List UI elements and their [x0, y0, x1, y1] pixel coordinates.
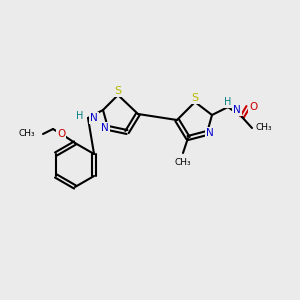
- Text: N: N: [233, 105, 241, 115]
- Text: CH₃: CH₃: [175, 158, 191, 167]
- Text: CH₃: CH₃: [255, 124, 272, 133]
- Text: N: N: [101, 123, 109, 133]
- Text: O: O: [249, 102, 257, 112]
- Text: O: O: [57, 129, 65, 139]
- Text: CH₃: CH₃: [18, 130, 35, 139]
- Text: N: N: [206, 128, 214, 138]
- Text: N: N: [90, 113, 98, 123]
- Text: S: S: [191, 93, 199, 103]
- Text: H: H: [76, 111, 83, 121]
- Text: S: S: [114, 86, 122, 96]
- Text: H: H: [224, 97, 232, 107]
